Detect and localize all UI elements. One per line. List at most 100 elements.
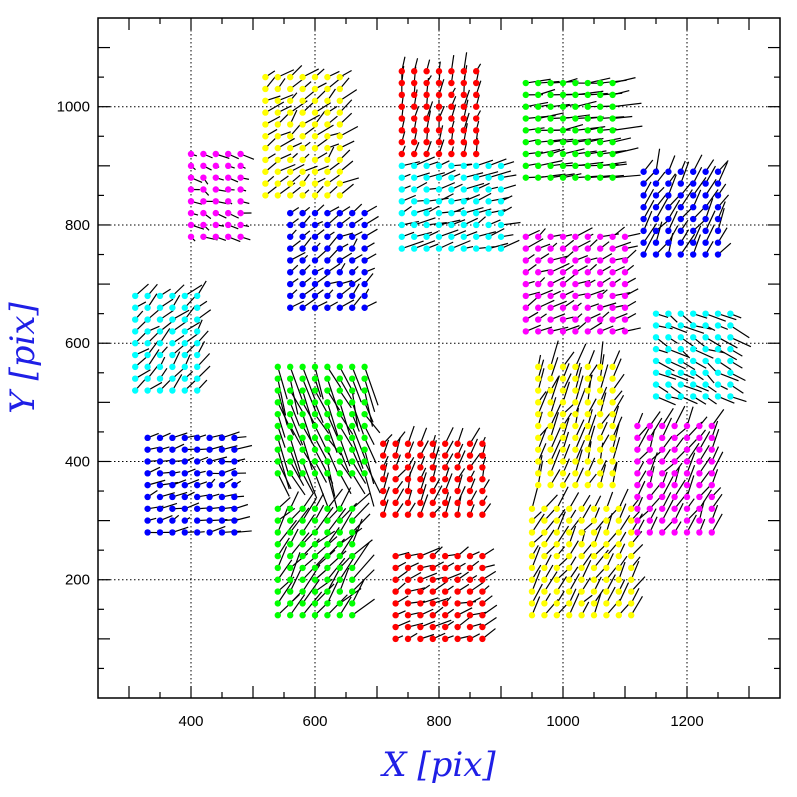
data-point bbox=[677, 322, 684, 329]
data-point bbox=[404, 564, 412, 572]
data-point bbox=[646, 529, 653, 536]
data-point bbox=[479, 440, 486, 447]
data-point bbox=[435, 174, 443, 181]
vector-line bbox=[277, 413, 286, 438]
data-point bbox=[324, 505, 331, 512]
data-point bbox=[522, 150, 529, 158]
data-point bbox=[144, 517, 151, 524]
data-point bbox=[336, 304, 343, 311]
data-point bbox=[169, 328, 176, 335]
data-point bbox=[262, 133, 269, 140]
data-point bbox=[559, 162, 567, 170]
data-point bbox=[559, 434, 567, 442]
data-point bbox=[522, 79, 529, 87]
data-point bbox=[646, 481, 653, 489]
data-point bbox=[311, 434, 319, 442]
vector-line bbox=[649, 466, 655, 486]
data-point bbox=[169, 458, 176, 465]
vector-line bbox=[525, 238, 544, 250]
data-point bbox=[609, 458, 616, 465]
data-point bbox=[690, 215, 697, 223]
data-point bbox=[404, 600, 412, 607]
data-point bbox=[497, 221, 505, 229]
data-point bbox=[473, 245, 480, 252]
data-point bbox=[628, 588, 635, 595]
data-point bbox=[466, 552, 474, 560]
data-point bbox=[392, 440, 399, 447]
data-point bbox=[528, 588, 536, 595]
data-point bbox=[609, 470, 616, 477]
data-point bbox=[609, 387, 616, 394]
data-point bbox=[621, 233, 629, 240]
data-point bbox=[528, 552, 536, 560]
data-point bbox=[677, 393, 684, 400]
vector-line bbox=[476, 171, 499, 179]
data-point bbox=[262, 109, 269, 116]
data-point bbox=[274, 600, 281, 607]
data-point bbox=[615, 552, 622, 560]
data-point bbox=[299, 529, 306, 536]
data-point bbox=[311, 552, 319, 560]
data-point bbox=[572, 387, 579, 394]
data-point bbox=[609, 316, 616, 323]
data-point bbox=[274, 375, 281, 382]
data-point bbox=[714, 369, 722, 376]
data-point bbox=[547, 138, 554, 146]
vector-line bbox=[289, 472, 306, 496]
data-point bbox=[634, 493, 641, 501]
data-point bbox=[609, 174, 616, 181]
data-point bbox=[597, 410, 604, 418]
data-point bbox=[671, 493, 678, 501]
data-point bbox=[324, 541, 331, 548]
data-point bbox=[287, 280, 294, 288]
data-point bbox=[683, 529, 691, 536]
vector-line bbox=[550, 426, 562, 450]
vector-line bbox=[550, 400, 563, 427]
data-point bbox=[169, 304, 176, 311]
vector-line bbox=[351, 579, 365, 604]
data-point bbox=[609, 481, 616, 489]
data-point bbox=[646, 458, 653, 465]
vector-line bbox=[680, 384, 702, 393]
data-point bbox=[442, 476, 449, 483]
data-point bbox=[683, 422, 691, 430]
vector-line bbox=[643, 210, 653, 232]
data-point bbox=[311, 422, 319, 430]
data-point bbox=[429, 635, 436, 643]
data-point bbox=[677, 227, 684, 235]
data-point bbox=[597, 316, 604, 323]
data-point bbox=[336, 257, 343, 264]
data-point bbox=[299, 410, 306, 418]
data-point bbox=[324, 434, 331, 442]
data-point bbox=[194, 363, 201, 371]
vector-line bbox=[574, 449, 583, 474]
data-point bbox=[566, 517, 573, 524]
data-point bbox=[597, 138, 604, 146]
data-point bbox=[609, 304, 616, 311]
data-point bbox=[324, 221, 331, 229]
vector-line bbox=[432, 485, 443, 504]
data-point bbox=[559, 103, 567, 110]
vector-line bbox=[277, 580, 294, 604]
vector-line bbox=[289, 566, 303, 592]
data-point bbox=[665, 168, 672, 175]
data-point bbox=[349, 410, 356, 418]
vector-line bbox=[351, 502, 370, 522]
data-point bbox=[274, 470, 281, 477]
vector-line bbox=[289, 461, 305, 486]
vector-line bbox=[705, 210, 716, 232]
data-point bbox=[194, 505, 201, 512]
data-point bbox=[572, 304, 579, 311]
data-point bbox=[572, 103, 579, 110]
data-point bbox=[473, 198, 480, 205]
data-point bbox=[262, 97, 269, 104]
data-point bbox=[572, 269, 579, 276]
vector-line bbox=[351, 598, 375, 616]
vector-line bbox=[364, 425, 375, 446]
data-point bbox=[132, 363, 139, 371]
data-point bbox=[535, 328, 542, 335]
data-point bbox=[392, 476, 399, 483]
data-point bbox=[311, 156, 319, 164]
data-point bbox=[274, 109, 281, 116]
data-point bbox=[349, 446, 356, 453]
